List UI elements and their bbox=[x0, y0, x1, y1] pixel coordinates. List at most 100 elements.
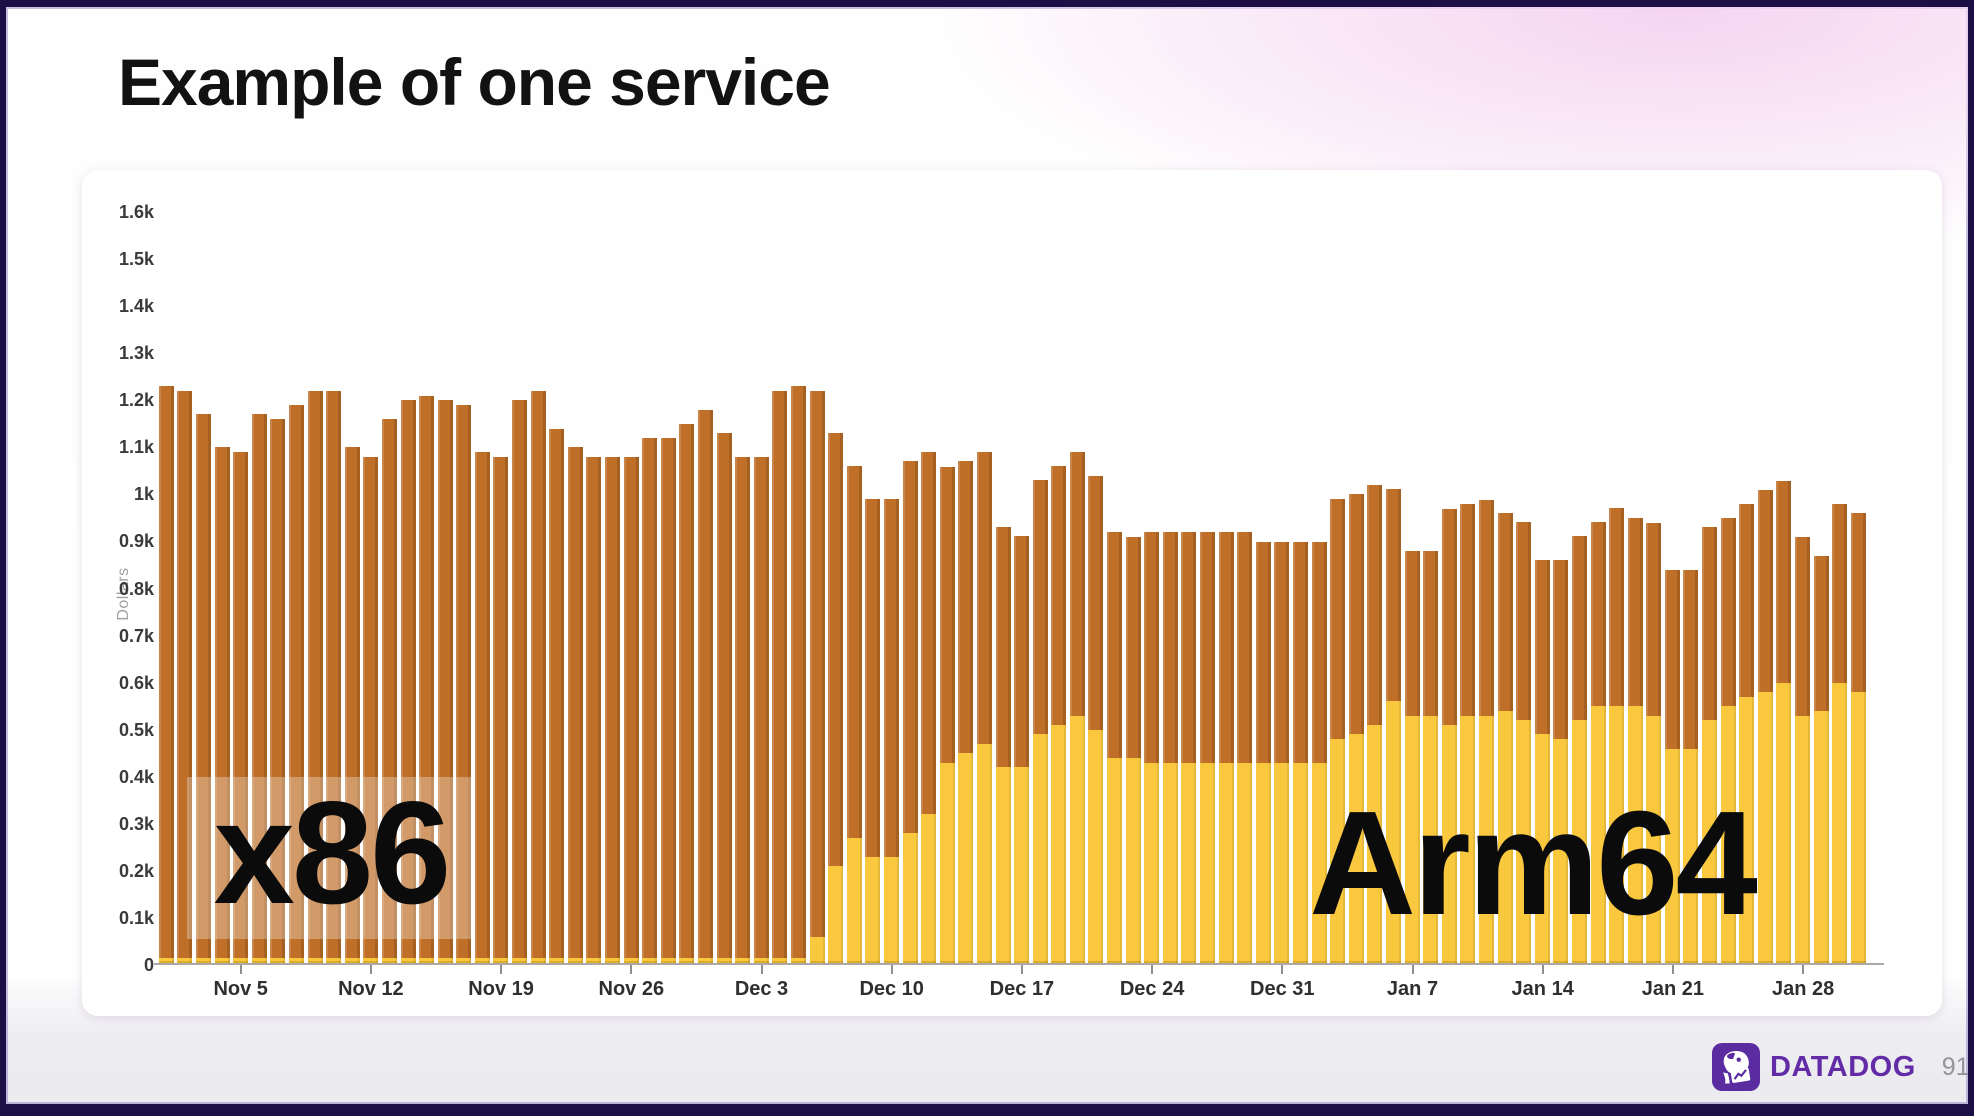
bar-segment-x86 bbox=[716, 433, 732, 958]
x-tick-label: Dec 10 bbox=[859, 978, 924, 1000]
bar-segment-arm64 bbox=[549, 958, 565, 965]
bar-segment-x86 bbox=[623, 457, 639, 958]
bar-segment-x86 bbox=[883, 499, 899, 857]
bar-segment-arm64 bbox=[605, 958, 621, 965]
bar-segment-x86 bbox=[1162, 532, 1178, 763]
bar-segment-x86 bbox=[1832, 504, 1848, 683]
bar-segment-arm64 bbox=[1516, 720, 1532, 965]
bar bbox=[1105, 190, 1124, 965]
arm64-label: Arm64 bbox=[1309, 781, 1758, 946]
bar-segment-arm64 bbox=[939, 763, 955, 965]
bar-segment-x86 bbox=[1348, 494, 1364, 734]
y-tick-label: 0.1k bbox=[118, 907, 154, 928]
bar-segment-arm64 bbox=[1739, 697, 1755, 965]
bar-segment-arm64 bbox=[1757, 692, 1773, 965]
bar-segment-x86 bbox=[1609, 508, 1625, 706]
bar-segment-arm64 bbox=[1069, 716, 1085, 965]
bar-segment-x86 bbox=[326, 391, 342, 958]
bar-segment-arm64 bbox=[846, 838, 862, 965]
bar bbox=[1291, 190, 1310, 965]
x86-label: x86 bbox=[213, 771, 452, 934]
bar bbox=[269, 190, 288, 965]
bar bbox=[436, 190, 455, 965]
bar-segment-x86 bbox=[1293, 542, 1309, 763]
bar bbox=[1607, 190, 1626, 965]
bar bbox=[1273, 190, 1292, 965]
y-tick-label: 1.3k bbox=[118, 343, 154, 364]
bar bbox=[1366, 190, 1385, 965]
bar-segment-x86 bbox=[1850, 513, 1866, 692]
bar-segment-arm64 bbox=[1404, 716, 1420, 965]
x-tick-mark bbox=[369, 965, 372, 974]
bar bbox=[715, 190, 734, 965]
y-tick-label: 1k bbox=[133, 484, 154, 505]
y-tick-label: 0.3k bbox=[118, 813, 154, 834]
y-axis: 1.6k 1.5k 1.4k 1.3k 1.2k 1.1k 1k 0.9k 0.8k 0.7k 0.… bbox=[6, 7, 1968, 1104]
x-tick-label: Dec 17 bbox=[989, 978, 1055, 1000]
bar bbox=[994, 190, 1013, 965]
bar-segment-arm64 bbox=[1200, 763, 1216, 965]
bar-segment-arm64 bbox=[1460, 716, 1476, 965]
y-tick-label: 0 bbox=[143, 955, 154, 975]
x-axis-line bbox=[154, 963, 1884, 965]
bar-segment-arm64 bbox=[1609, 706, 1625, 965]
bar-segment-arm64 bbox=[809, 937, 825, 965]
bar bbox=[343, 190, 362, 965]
bar-segment-arm64 bbox=[772, 958, 788, 965]
bar-segment-x86 bbox=[958, 461, 974, 753]
bar-segment-arm64 bbox=[828, 866, 844, 965]
bar-segment-arm64 bbox=[642, 958, 658, 965]
bar-segment-x86 bbox=[363, 457, 379, 958]
x-tick-mark bbox=[630, 965, 633, 974]
bar-segment-x86 bbox=[307, 391, 323, 958]
bar bbox=[1552, 190, 1571, 965]
bar-segment-arm64 bbox=[251, 958, 267, 965]
x-tick-label: Nov 12 bbox=[338, 978, 404, 1000]
bar-segment-x86 bbox=[902, 461, 918, 833]
bar bbox=[306, 190, 325, 965]
bar-segment-arm64 bbox=[567, 958, 583, 965]
bar bbox=[1849, 190, 1868, 965]
bar-segment-x86 bbox=[567, 447, 583, 958]
bar-segment-arm64 bbox=[1367, 725, 1383, 965]
bar-segment-x86 bbox=[1702, 527, 1718, 720]
bar-segment-x86 bbox=[809, 391, 825, 937]
bar bbox=[1459, 190, 1478, 965]
bar bbox=[1645, 190, 1664, 965]
bar bbox=[882, 190, 901, 965]
bar-segment-x86 bbox=[642, 438, 658, 958]
bar bbox=[808, 190, 827, 965]
bar-segment-arm64 bbox=[1125, 758, 1141, 965]
bar-segment-arm64 bbox=[1423, 716, 1439, 965]
bar-segment-x86 bbox=[288, 405, 304, 958]
y-tick-label: 0.5k bbox=[118, 719, 154, 740]
bar-segment-x86 bbox=[772, 391, 788, 958]
bar-segment-arm64 bbox=[1032, 734, 1048, 965]
bar-segment-x86 bbox=[1330, 499, 1346, 739]
bar-segment-arm64 bbox=[1162, 763, 1178, 965]
bar-segment-arm64 bbox=[1702, 720, 1718, 965]
bar bbox=[1533, 190, 1552, 965]
bar-segment-x86 bbox=[846, 466, 862, 838]
bar-segment-x86 bbox=[939, 467, 955, 763]
bar-segment-x86 bbox=[1683, 570, 1699, 749]
bar-segment-x86 bbox=[1739, 504, 1755, 697]
bar-segment-x86 bbox=[1237, 532, 1253, 763]
bar-segment-x86 bbox=[828, 433, 844, 866]
bar-segment-x86 bbox=[1144, 532, 1160, 763]
bar-segment-x86 bbox=[549, 429, 565, 958]
bar-segment-x86 bbox=[1107, 532, 1123, 758]
bar-segment-x86 bbox=[1218, 532, 1234, 763]
bar-segment-x86 bbox=[605, 457, 621, 958]
bar-segment-arm64 bbox=[344, 958, 360, 965]
x-axis: Nov 5 Nov 12 Nov 19 Nov 26 Dec 3 Dec 10 Dec 17… bbox=[6, 7, 1968, 1104]
bar-segment-arm64 bbox=[363, 958, 379, 965]
bar-segment-x86 bbox=[1014, 536, 1030, 767]
bar bbox=[324, 190, 343, 965]
bar bbox=[1700, 190, 1719, 965]
datadog-dog-icon bbox=[1723, 1050, 1751, 1084]
bar-segment-arm64 bbox=[902, 833, 918, 965]
bar-segment-arm64 bbox=[883, 857, 899, 965]
bar-segment-arm64 bbox=[921, 814, 937, 965]
bar bbox=[1384, 190, 1403, 965]
